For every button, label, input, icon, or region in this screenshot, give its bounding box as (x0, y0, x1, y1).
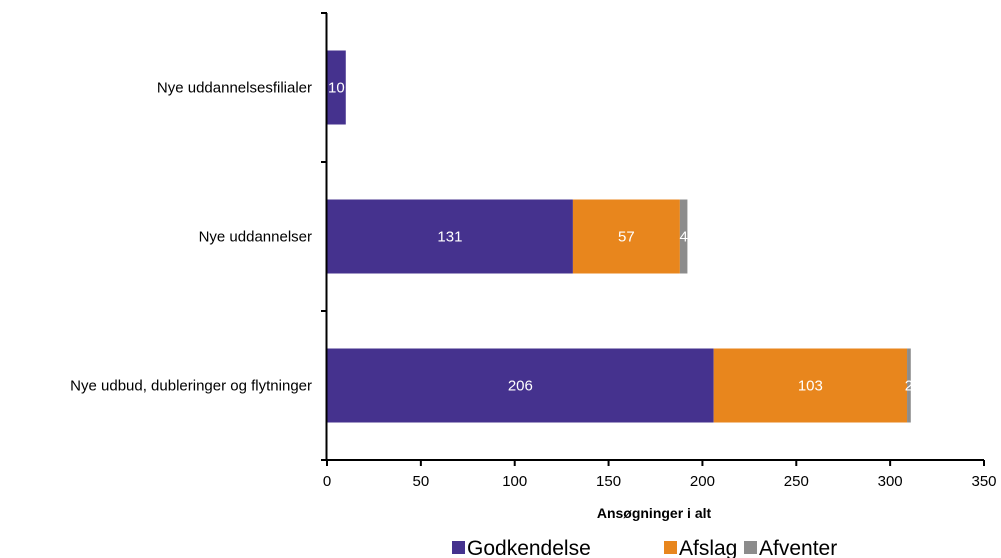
data-label: 4 (679, 229, 687, 246)
legend-label-afventer: Afventer (759, 537, 837, 558)
data-label: 2 (905, 378, 913, 395)
data-labels-group: 10 131 57 4 206 103 2 (328, 80, 913, 395)
data-label: 131 (437, 229, 462, 246)
category-label: Nye udbud, dubleringer og flytninger (70, 378, 312, 395)
x-axis: 0 50 100 150 200 250 300 350 (323, 459, 997, 490)
legend-swatch-godkendelse (452, 541, 465, 554)
x-tick-label: 50 (413, 473, 430, 490)
category-label: Nye uddannelser (199, 229, 312, 246)
legend-label-godkendelse: Godkendelse (467, 537, 591, 558)
bar-afventer-3 (907, 348, 911, 423)
x-tick-label: 300 (878, 473, 903, 490)
x-axis-title: Ansøgninger i alt (597, 505, 712, 521)
data-label: 57 (618, 229, 635, 246)
bar-afventer-2 (679, 199, 688, 274)
legend: Godkendelse Afslag Afventer (452, 537, 837, 558)
x-tick-label: 150 (596, 473, 621, 490)
bar-godkendelse-1 (327, 50, 346, 125)
x-tick-label: 200 (690, 473, 715, 490)
data-label: 103 (798, 378, 823, 395)
data-label: 10 (328, 80, 345, 97)
bar-godkendelse-3 (327, 348, 714, 423)
bar-afslag-3 (713, 348, 908, 423)
legend-swatch-afventer (744, 541, 757, 554)
legend-swatch-afslag (664, 541, 677, 554)
y-axis: Nye uddannelsesfilialer Nye uddannelser Ny… (70, 12, 328, 461)
x-tick-label: 250 (784, 473, 809, 490)
bars-group (327, 50, 911, 423)
x-tick-label: 0 (323, 473, 331, 490)
legend-label-afslag: Afslag (679, 537, 737, 558)
x-tick-label: 100 (502, 473, 527, 490)
x-tick-label: 350 (971, 473, 996, 490)
bar-afslag-2 (572, 199, 680, 274)
category-label: Nye uddannelsesfilialer (157, 80, 312, 97)
bar-godkendelse-2 (327, 199, 573, 274)
data-label: 206 (508, 378, 533, 395)
